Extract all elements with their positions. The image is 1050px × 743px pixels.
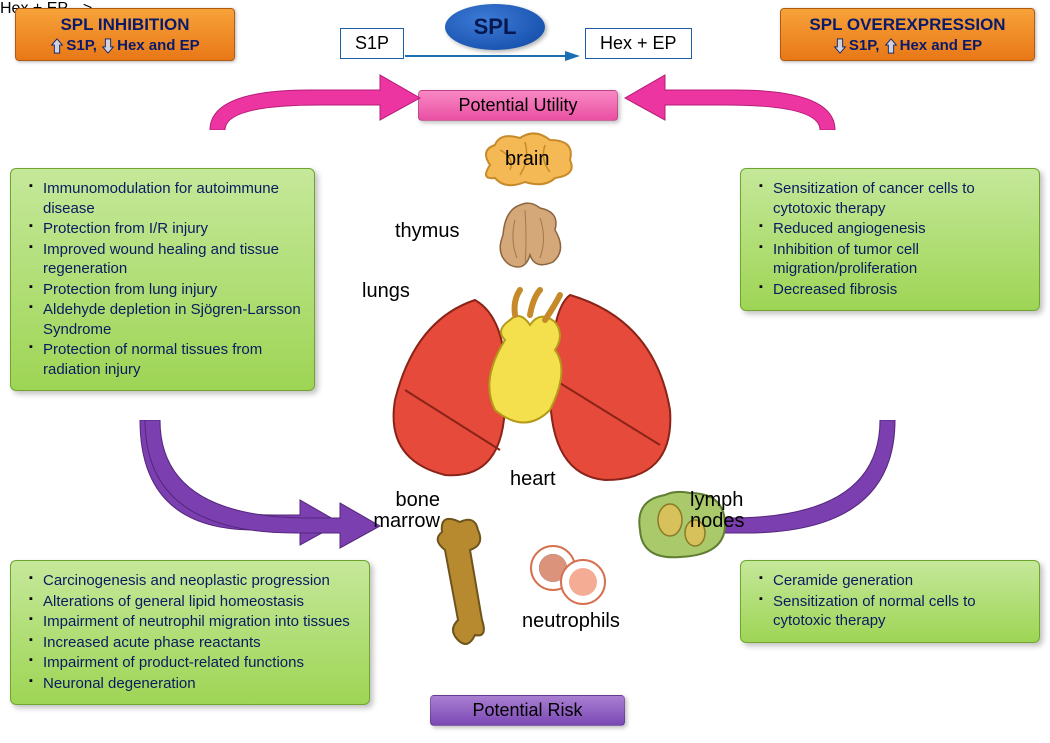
potential-risk-banner: Potential Risk xyxy=(430,695,625,726)
list-item: Sensitization of cancer cells to cytotox… xyxy=(759,179,1027,218)
brain-label: brain xyxy=(505,148,549,171)
neutrophils-label: neutrophils xyxy=(522,610,620,633)
thymus-label: thymus xyxy=(395,220,459,243)
reaction-products: Hex + EP xyxy=(600,33,677,53)
list-item: Protection from I/R injury xyxy=(29,219,302,239)
spl-overexpression-title: SPL OVEREXPRESSION xyxy=(791,15,1024,35)
list-item: Carcinogenesis and neoplastic progressio… xyxy=(29,571,357,591)
list-item: Ceramide generation xyxy=(759,571,1027,591)
neutrophils-icon xyxy=(525,540,615,610)
spl-inhibition-title: SPL INHIBITION xyxy=(26,15,224,35)
thymus-icon xyxy=(475,200,575,275)
pink-arrow-left-icon xyxy=(190,60,425,130)
spl-inhibition-sub: S1P, Hex and EP xyxy=(26,37,224,54)
risk-overexpression-box: Ceramide generation Sensitization of nor… xyxy=(740,560,1040,643)
spl-overexpression-sub: S1P, Hex and EP xyxy=(791,37,1024,54)
reaction-products-box: Hex + EP xyxy=(585,28,692,59)
spl-enzyme-oval: SPL xyxy=(445,4,545,50)
list-item: Protection of normal tissues from radiat… xyxy=(29,340,302,379)
reaction-substrate: S1P xyxy=(355,33,389,53)
risk-inhibition-list: Carcinogenesis and neoplastic progressio… xyxy=(29,571,357,693)
up-arrow-icon xyxy=(884,38,898,54)
spl-inhibition-box: SPL INHIBITION S1P, Hex and EP xyxy=(15,8,235,61)
lungs-label: lungs xyxy=(362,280,410,303)
risk-inhibition-box: Carcinogenesis and neoplastic progressio… xyxy=(10,560,370,705)
utility-inhibition-box: Immunomodulation for autoimmune disease … xyxy=(10,168,315,391)
down-arrow-icon xyxy=(833,38,847,54)
list-item: Inhibition of tumor cell migration/proli… xyxy=(759,240,1027,279)
list-item: Sensitization of normal cells to cytotox… xyxy=(759,592,1027,631)
reaction-substrate-box: S1P xyxy=(340,28,404,59)
list-item: Impairment of product-related functions xyxy=(29,653,357,673)
list-item: Improved wound healing and tissue regene… xyxy=(29,240,302,279)
down-arrow-icon xyxy=(101,38,115,54)
utility-overexpression-box: Sensitization of cancer cells to cytotox… xyxy=(740,168,1040,311)
utility-inhibition-list: Immunomodulation for autoimmune disease … xyxy=(29,179,302,379)
potential-utility-banner: Potential Utility xyxy=(418,90,618,121)
bone-marrow-label: bonemarrow xyxy=(370,490,445,532)
list-item: Protection from lung injury xyxy=(29,280,302,300)
risk-overexpression-list: Ceramide generation Sensitization of nor… xyxy=(759,571,1027,631)
list-item: Alterations of general lipid homeostasis xyxy=(29,592,357,612)
spl-enzyme-label: SPL xyxy=(474,14,517,40)
pink-arrow-right-icon xyxy=(620,60,855,130)
reaction-arrow-icon xyxy=(405,48,580,68)
heart-label: heart xyxy=(510,468,556,491)
list-item: Increased acute phase reactants xyxy=(29,633,357,653)
list-item: Immunomodulation for autoimmune disease xyxy=(29,179,302,218)
list-item: Aldehyde depletion in Sjögren-Larsson Sy… xyxy=(29,300,302,339)
list-item: Decreased fibrosis xyxy=(759,280,1027,300)
list-item: Reduced angiogenesis xyxy=(759,219,1027,239)
purple-arrow-left-icon xyxy=(135,420,385,565)
up-arrow-icon xyxy=(50,38,64,54)
list-item: Impairment of neutrophil migration into … xyxy=(29,612,357,632)
list-item: Neuronal degeneration xyxy=(29,674,357,694)
lymph-nodes-label: lymphnodes xyxy=(690,490,745,532)
utility-overexpression-list: Sensitization of cancer cells to cytotox… xyxy=(759,179,1027,299)
spl-overexpression-box: SPL OVEREXPRESSION S1P, Hex and EP xyxy=(780,8,1035,61)
